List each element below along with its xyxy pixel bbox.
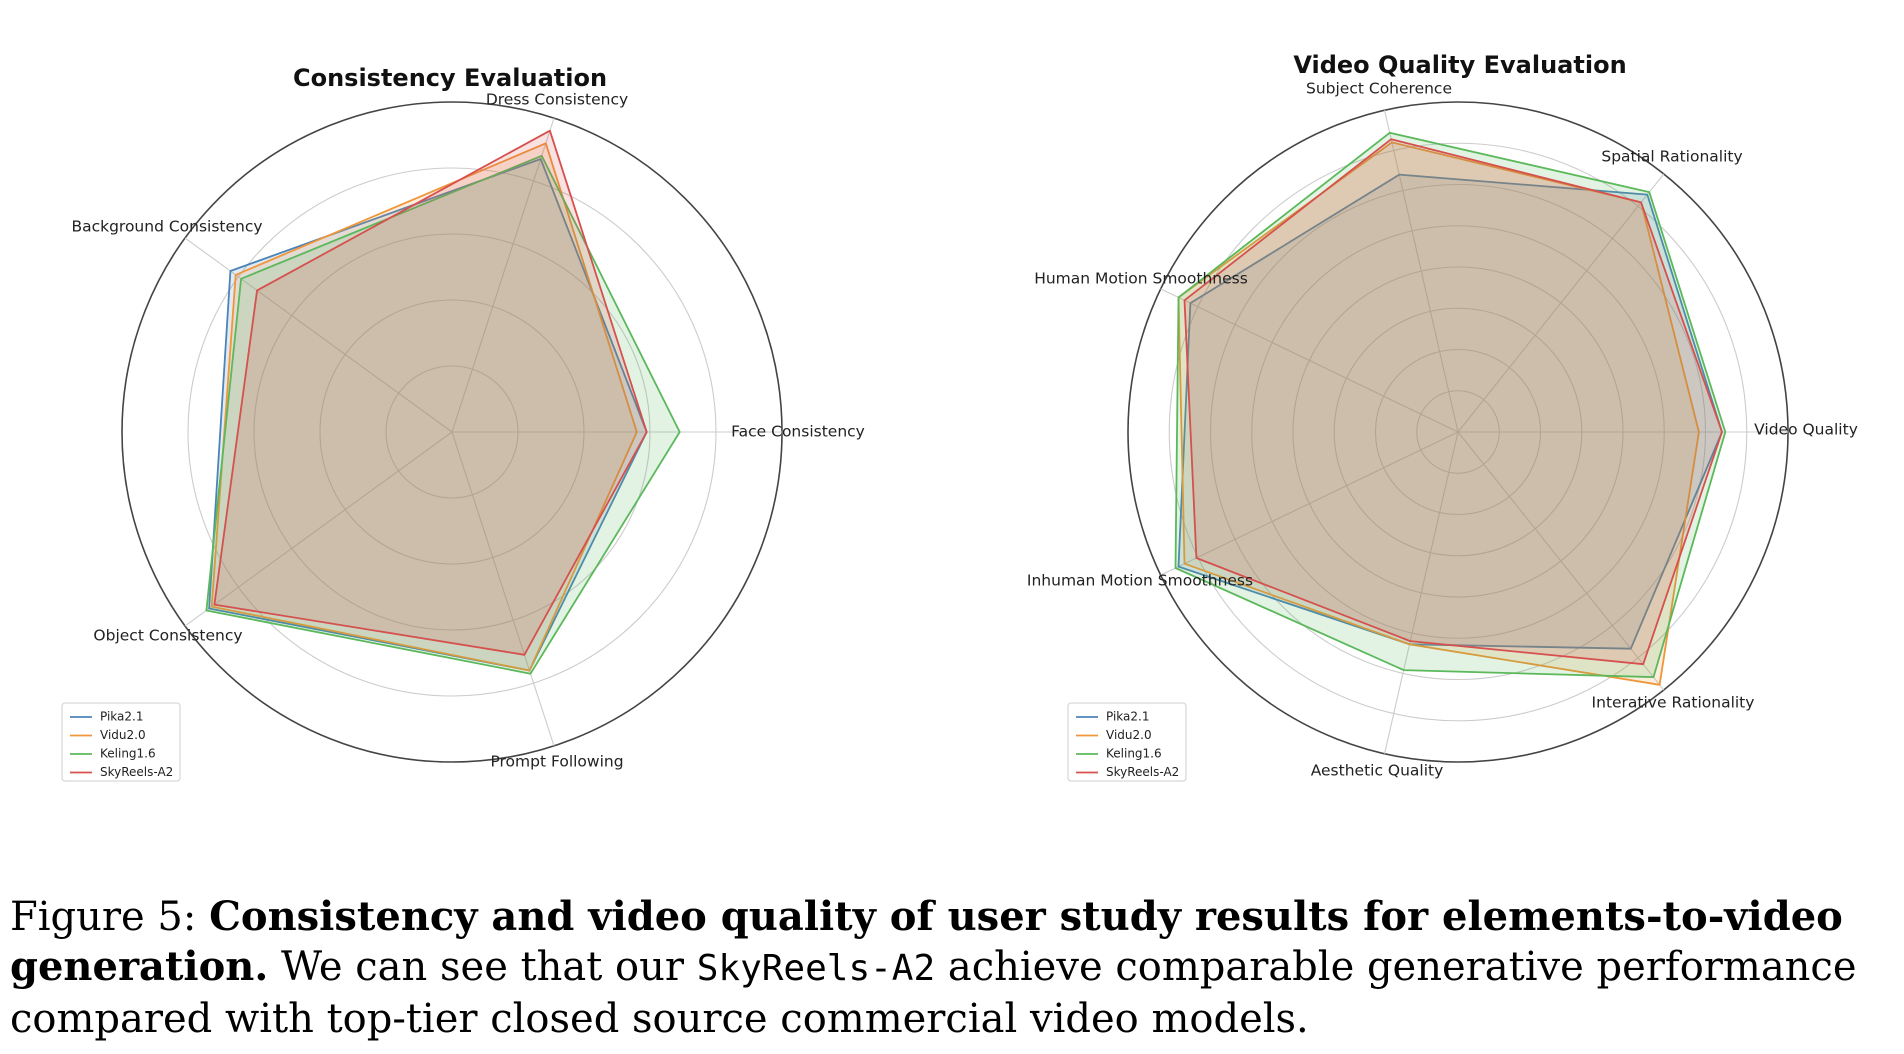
radar-spoke-background-consistency <box>184 237 453 433</box>
legend-box <box>1067 702 1187 782</box>
caption-model-name: SkyReels-A2 <box>696 948 936 989</box>
caption-label: Figure 5: <box>10 894 210 940</box>
axis-label-background-consistency: Background Consistency <box>71 218 262 236</box>
legend-label-vidu2-0: Vidu2.0 <box>100 728 146 742</box>
axis-label-interative-rationality: Interative Rationality <box>1592 694 1755 712</box>
axis-label-inhuman-motion-smoothness: Inhuman Motion Smoothness <box>1027 572 1253 590</box>
figure: Consistency Evaluation Face Consistency D… <box>61 51 1858 782</box>
axis-label-face-consistency: Face Consistency <box>731 423 865 441</box>
axis-label-spatial-rationality: Spatial Rationality <box>1601 148 1742 166</box>
radar-spoke-object-consistency <box>184 431 453 627</box>
legend-label-skyreels-a2: SkyReels-A2 <box>1106 765 1179 779</box>
series-pika2-1 <box>1177 173 1723 650</box>
series-skyreels-a2 <box>1183 138 1723 666</box>
legend-label-vidu2-0: Vidu2.0 <box>1106 728 1152 742</box>
legend: Pika2.1 Vidu2.0 Keling1.6 SkyReels-A2 <box>61 702 181 782</box>
radar-spoke-prompt-following <box>451 431 555 747</box>
legend-label-keling1-6: Keling1.6 <box>100 747 156 761</box>
axis-label-subject-coherence: Subject Coherence <box>1306 80 1452 98</box>
radar-spoke-subject-coherence <box>1384 110 1459 433</box>
legend-label-pika2-1: Pika2.1 <box>100 710 143 724</box>
radar-spoke-dress-consistency <box>451 117 555 433</box>
legend-label-pika2-1: Pika2.1 <box>1106 710 1149 724</box>
axis-label-video-quality: Video Quality <box>1754 421 1858 439</box>
legend: Pika2.1 Vidu2.0 Keling1.6 SkyReels-A2 <box>1067 702 1187 782</box>
legend-label-keling1-6: Keling1.6 <box>1106 747 1162 761</box>
series-pika2-1 <box>208 158 648 672</box>
chart-title: Video Quality Evaluation <box>1293 51 1626 79</box>
axis-label-dress-consistency: Dress Consistency <box>486 91 628 109</box>
caption-text-before: We can see that our <box>281 944 697 990</box>
radar-spoke-spatial-rationality <box>1457 173 1665 433</box>
chart-title: Consistency Evaluation <box>293 64 607 92</box>
axis-label-object-consistency: Object Consistency <box>93 627 242 645</box>
series-keling1-6 <box>205 154 681 675</box>
legend-label-skyreels-a2: SkyReels-A2 <box>100 765 173 779</box>
radar-spoke-inhuman-motion-smoothness <box>1160 431 1459 576</box>
video-quality-radar-chart: Video Quality Evaluation Video Quality Sp… <box>1027 51 1858 782</box>
axis-label-prompt-following: Prompt Following <box>490 753 623 771</box>
caption-bold-title: Consistency and video quality of user st… <box>10 893 1843 990</box>
radar-spoke-aesthetic-quality <box>1384 431 1459 754</box>
caption-text-after: achieve comparable generative performanc… <box>10 944 1857 1042</box>
consistency-radar-chart: Consistency Evaluation Face Consistency D… <box>61 64 865 782</box>
figure-caption: Figure 5: Consistency and video quality … <box>10 892 1896 1044</box>
legend-box <box>61 702 181 782</box>
series-skyreels-a2 <box>213 129 648 656</box>
series-keling1-6 <box>1174 131 1727 678</box>
axis-label-human-motion-smoothness: Human Motion Smoothness <box>1034 270 1248 288</box>
radar-spoke-interative-rationality <box>1457 431 1665 691</box>
radar-spoke-human-motion-smoothness <box>1160 288 1459 433</box>
axis-label-aesthetic-quality: Aesthetic Quality <box>1311 762 1444 780</box>
